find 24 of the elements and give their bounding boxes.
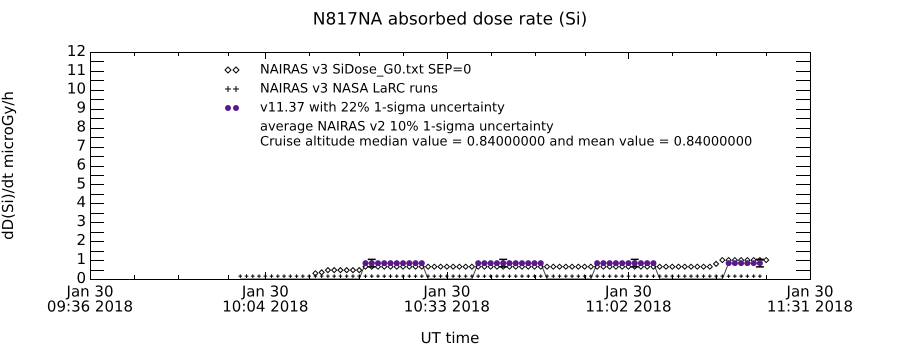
y-tick-label: 6 xyxy=(76,155,86,174)
legend-label: v11.37 with 22% 1-sigma uncertainty xyxy=(260,100,506,116)
x-tick-label: Jan 30 11:02 2018 xyxy=(585,282,672,316)
y-tick-label: 12 xyxy=(66,42,86,60)
y-tick-label: 1 xyxy=(76,250,86,268)
x-tick-label: Jan 30 10:33 2018 xyxy=(404,282,490,316)
y-tick-label: 10 xyxy=(66,80,86,98)
annotation: Cruise altitude median value = 0.84000000 and mean value = 0.84000000 xyxy=(260,134,752,150)
chart-title: N817NA absorbed dose rate (Si) xyxy=(312,9,588,30)
y-tick-label: 7 xyxy=(76,136,86,154)
legend-label: NAIRAS v3 NASA LaRC runs xyxy=(260,81,438,96)
x-axis-title: UT time xyxy=(420,328,480,347)
annotation: average NAIRAS v2 10% 1-sigma uncertainty xyxy=(260,119,554,134)
y-tick-label: 11 xyxy=(66,60,86,79)
y-tick-label: 5 xyxy=(76,174,86,192)
y-tick-label: 4 xyxy=(76,193,86,212)
y-tick-label: 9 xyxy=(76,98,86,117)
y-tick-label: 8 xyxy=(76,118,86,136)
x-tick-label: Jan 30 11:31 2018 xyxy=(766,282,854,316)
y-axis-title: dD(Si)/dt microGy/h xyxy=(0,91,17,240)
x-tick-label: Jan 30 10:04 2018 xyxy=(222,282,308,316)
legend-label: NAIRAS v3 SiDose_G0.txt SEP=0 xyxy=(260,62,472,78)
y-tick-label: 3 xyxy=(76,212,86,230)
y-tick-label: 2 xyxy=(76,231,86,250)
